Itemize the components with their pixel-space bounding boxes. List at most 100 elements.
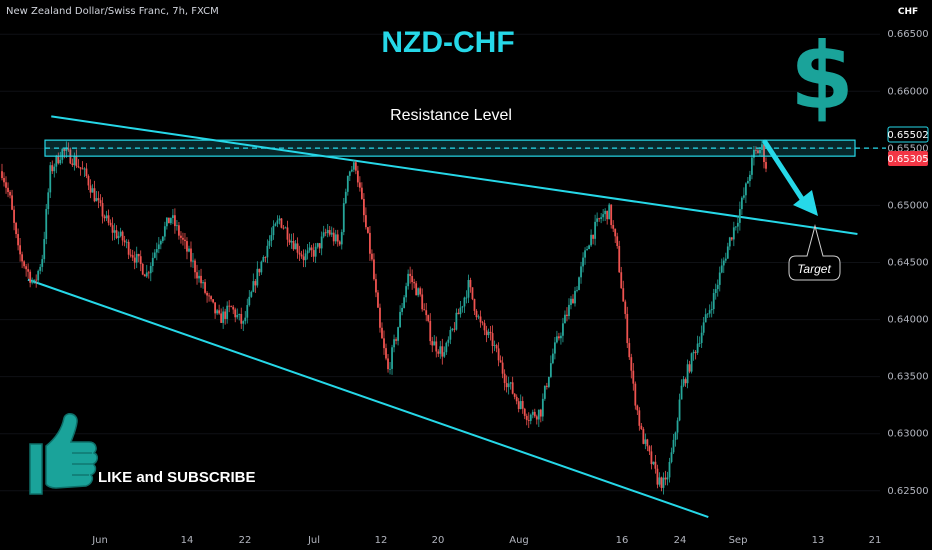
candle	[125, 238, 128, 249]
candle	[419, 286, 422, 297]
candle	[744, 182, 747, 204]
candle	[228, 300, 231, 313]
candle-body	[393, 339, 395, 348]
candle-body	[113, 230, 116, 233]
candle-body	[350, 169, 353, 172]
candle	[722, 257, 725, 273]
candle	[584, 247, 586, 265]
candle-body	[141, 263, 144, 275]
candle-body	[159, 241, 162, 245]
candle-body	[676, 420, 679, 433]
candle-body	[753, 149, 755, 158]
candle	[437, 349, 440, 357]
candle	[529, 413, 532, 425]
candle	[362, 193, 365, 223]
candle-body	[700, 332, 703, 343]
candle	[704, 308, 707, 323]
candle-body	[672, 439, 675, 453]
candle	[405, 282, 408, 303]
candle	[568, 298, 570, 320]
candle	[25, 263, 28, 277]
candle-body	[389, 368, 391, 370]
candle	[590, 229, 592, 248]
candle	[294, 240, 297, 250]
candle	[373, 253, 375, 281]
candle	[582, 252, 584, 273]
candle	[93, 180, 96, 203]
candle	[75, 149, 78, 169]
candle	[308, 241, 311, 253]
candle-body	[471, 287, 474, 300]
candle	[348, 170, 351, 181]
candle	[541, 393, 544, 422]
candle-body	[101, 203, 104, 217]
candle-body	[606, 210, 609, 220]
candle-body	[747, 180, 749, 184]
candle	[497, 342, 500, 367]
candle	[95, 190, 98, 202]
candle-body	[413, 282, 416, 284]
candle-body	[594, 221, 597, 239]
candle	[194, 258, 196, 279]
candle	[763, 142, 765, 169]
candle	[539, 408, 542, 423]
candle	[580, 261, 582, 284]
candle	[751, 154, 753, 180]
candle-body	[646, 439, 649, 447]
candle	[417, 287, 420, 298]
candle-body	[182, 237, 184, 240]
candle-body	[7, 187, 9, 193]
candle-body	[266, 245, 269, 258]
candle	[594, 214, 597, 246]
x-tick-label: Aug	[509, 535, 529, 546]
candle	[244, 311, 247, 325]
candle	[716, 279, 719, 297]
candle-body	[560, 335, 562, 339]
currency-label: CHF	[898, 7, 918, 17]
candle-body	[558, 336, 560, 339]
candle-body	[362, 198, 365, 216]
candle-body	[198, 275, 200, 279]
candle-body	[755, 149, 757, 151]
candle-body	[602, 214, 605, 218]
candle-body	[453, 328, 456, 330]
candle-body	[712, 293, 715, 310]
candle	[360, 182, 363, 200]
candle	[21, 251, 24, 269]
candle	[290, 233, 293, 249]
candle-body	[153, 252, 156, 258]
candle	[517, 398, 520, 413]
candle-body	[268, 240, 271, 246]
candle	[216, 308, 219, 316]
candle-body	[165, 217, 168, 227]
candle-body	[65, 148, 68, 151]
candle	[411, 269, 414, 290]
candle-body	[543, 385, 546, 399]
candle	[549, 355, 552, 379]
trendlines	[27, 115, 858, 518]
candle-body	[184, 239, 186, 242]
candle	[680, 379, 683, 400]
candle-body	[212, 299, 215, 303]
resistance-price-text: 0.65502	[887, 130, 928, 141]
candle	[163, 221, 166, 241]
candle	[749, 170, 751, 187]
candle-body	[533, 411, 536, 417]
candle-body	[308, 247, 311, 251]
candle	[224, 308, 227, 325]
candle-body	[17, 234, 19, 246]
candle	[387, 353, 389, 373]
candle-body	[135, 253, 138, 263]
candle	[533, 408, 536, 418]
candle-body	[467, 279, 470, 298]
candle-body	[742, 195, 745, 198]
candle	[198, 270, 200, 283]
candle	[147, 270, 150, 279]
candle	[83, 167, 86, 178]
candle-body	[276, 220, 279, 224]
candle	[286, 220, 289, 247]
candle	[91, 184, 94, 193]
candle	[690, 352, 693, 374]
candle-body	[682, 379, 685, 386]
candle	[678, 393, 681, 422]
